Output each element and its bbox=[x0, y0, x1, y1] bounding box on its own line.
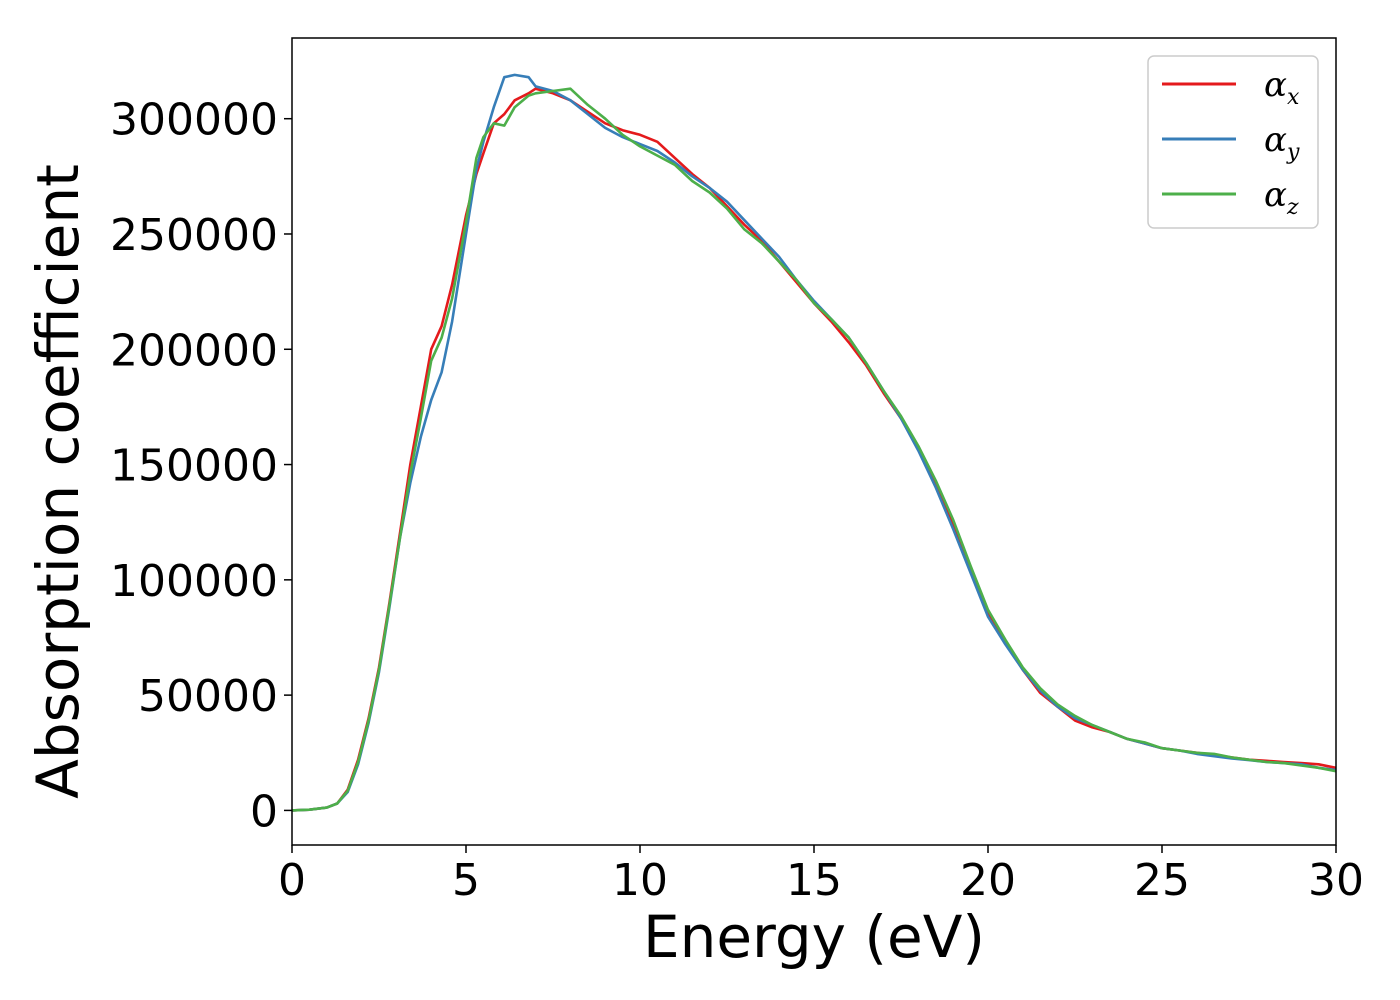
y-axis-title: Absorption coefficient bbox=[24, 164, 92, 799]
x-tick-label: 5 bbox=[452, 855, 480, 906]
x-tick-label: 10 bbox=[612, 855, 668, 906]
legend-label: αy bbox=[1264, 120, 1300, 165]
legend-label: αx bbox=[1264, 65, 1300, 110]
y-tick-label: 50000 bbox=[138, 671, 278, 722]
y-tick-label: 300000 bbox=[110, 95, 278, 146]
legend-box bbox=[1147, 55, 1319, 229]
y-tick-label: 200000 bbox=[110, 325, 278, 376]
legend-item-z: αz bbox=[1162, 175, 1299, 220]
y-tick-label: 0 bbox=[250, 786, 278, 837]
legend-label: αz bbox=[1264, 175, 1299, 220]
legend: αx αy αz bbox=[1147, 55, 1319, 229]
x-axis-ticks: 0 5 10 15 20 25 30 bbox=[278, 845, 1364, 906]
x-tick-label: 0 bbox=[278, 855, 306, 906]
x-tick-label: 25 bbox=[1134, 855, 1190, 906]
y-tick-label: 150000 bbox=[110, 441, 278, 492]
y-axis-ticks: 0 50000 100000 150000 200000 250000 300000 bbox=[110, 95, 292, 837]
legend-item-y: αy bbox=[1162, 120, 1300, 165]
x-tick-label: 15 bbox=[786, 855, 842, 906]
series-line-z bbox=[292, 87, 1336, 812]
x-tick-label: 20 bbox=[960, 855, 1016, 906]
x-tick-label: 30 bbox=[1308, 855, 1364, 906]
x-axis-title: Energy (eV) bbox=[643, 903, 985, 971]
y-tick-label: 250000 bbox=[110, 210, 278, 261]
series-lines bbox=[292, 73, 1336, 812]
y-tick-label: 100000 bbox=[110, 556, 278, 607]
legend-item-x: αx bbox=[1162, 65, 1300, 110]
